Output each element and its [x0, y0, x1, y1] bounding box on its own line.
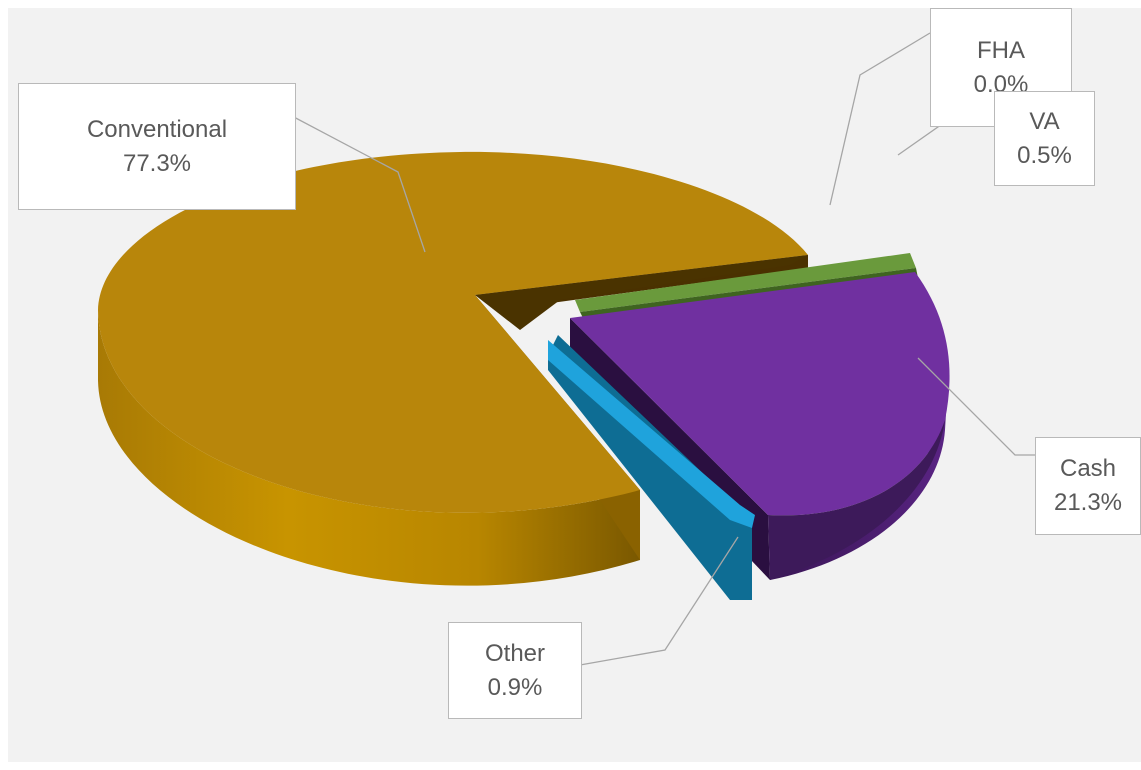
data-label-other: Other 0.9%: [448, 622, 582, 719]
slice-cash-rim: [768, 420, 945, 580]
label-va-name: VA: [1029, 107, 1060, 135]
leader-line-other: [579, 536, 739, 666]
label-other-name: Other: [484, 639, 546, 667]
label-cash-value: 21.3%: [1053, 489, 1123, 516]
leader-line-fha: [829, 32, 931, 206]
label-conventional-name: Conventional: [86, 115, 228, 143]
data-label-va: VA 0.5%: [994, 91, 1095, 186]
label-conventional-value: 77.3%: [122, 149, 192, 177]
label-fha-name: FHA: [977, 36, 1025, 64]
leader-line-conventional: [289, 114, 426, 253]
slice-conventional-side: [98, 310, 640, 586]
slice-conventional-dark-wedge: [475, 255, 808, 330]
slice-other: [548, 340, 755, 528]
leader-line-cash: [917, 357, 1035, 456]
label-other-value: 0.9%: [487, 673, 543, 701]
data-label-cash: Cash 21.3%: [1035, 437, 1141, 535]
data-label-conventional: Conventional 77.3%: [18, 83, 296, 210]
label-cash-name: Cash: [1059, 455, 1117, 482]
label-va-value: 0.5%: [1017, 141, 1072, 169]
slice-va: [575, 253, 916, 312]
slice-cash: [570, 272, 950, 516]
slice-conventional: [98, 151, 808, 513]
